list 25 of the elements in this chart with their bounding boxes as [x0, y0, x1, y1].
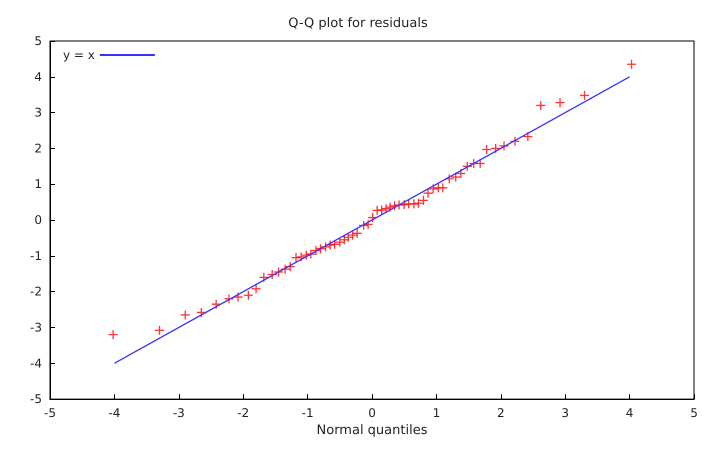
- y-tick-label: -3: [30, 320, 42, 334]
- y-tick-label: 0: [34, 213, 42, 228]
- x-tick-label: -4: [108, 406, 120, 420]
- x-axis-title: Normal quantiles: [316, 423, 428, 438]
- y-tick-label: -5: [30, 392, 42, 406]
- y-tick-label: 2: [34, 141, 42, 156]
- y-tick-label: 4: [34, 70, 42, 84]
- y-tick-label: 5: [34, 34, 42, 48]
- x-tick-label: 0: [368, 406, 376, 420]
- x-tick-label: 5: [690, 406, 698, 420]
- x-tick-label: -1: [302, 406, 314, 420]
- x-tick-label: 2: [496, 406, 505, 420]
- x-tick-label: 3: [561, 406, 570, 420]
- y-tick-label: 1: [34, 177, 42, 192]
- y-tick-label: -1: [30, 248, 42, 263]
- x-tick-label: -3: [172, 406, 185, 420]
- y-tick-label: -2: [30, 284, 42, 299]
- chart-title: Q-Q plot for residuals: [288, 16, 428, 31]
- x-tick-label: 4: [626, 406, 634, 420]
- x-tick-label: -2: [237, 406, 250, 420]
- y-tick-label: -4: [30, 356, 42, 370]
- y-tick-label: 3: [34, 106, 42, 120]
- x-tick-label: 1: [432, 406, 440, 420]
- x-tick-label: -5: [44, 406, 56, 420]
- legend-label: y = x: [62, 48, 95, 62]
